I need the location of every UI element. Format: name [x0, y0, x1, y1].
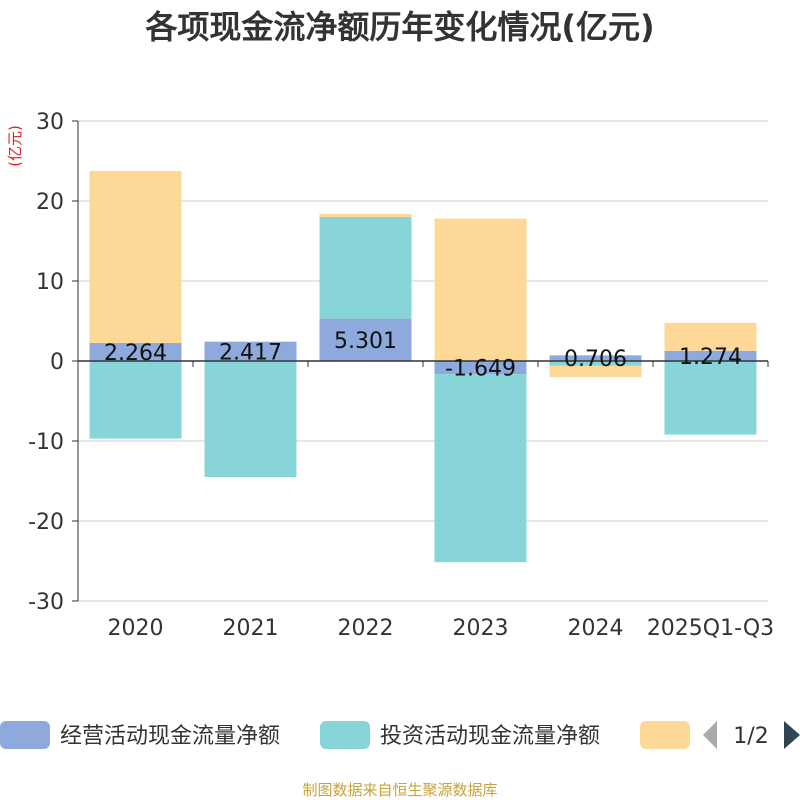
bar-series0-3[interactable] [434, 361, 527, 375]
legend-next-page-icon[interactable] [784, 721, 800, 749]
data-label: 1.274 [679, 345, 742, 370]
legend-label-1[interactable]: 投资活动现金流量净额 [380, 724, 600, 749]
data-label: 0.706 [564, 347, 627, 372]
y-tick-label: 10 [36, 270, 64, 295]
y-tick-label: -30 [28, 590, 64, 615]
data-label: 2.264 [104, 341, 167, 366]
bar-series2-4[interactable] [549, 365, 642, 377]
bar-series1-0[interactable] [89, 361, 182, 439]
bar-series2-5[interactable] [664, 322, 757, 351]
y-tick-labels: -30 -20 -10 0 10 20 30 [28, 110, 64, 615]
bar-series1-2[interactable] [319, 216, 412, 319]
bar-series1-4[interactable] [549, 361, 642, 366]
data-labels: 2.264 2.417 5.301 -1.649 0.706 1.274 [104, 329, 742, 382]
x-tick-labels: 2020 2021 2022 2023 2024 2025Q1-Q3 [108, 616, 775, 641]
y-tick-label: -20 [28, 510, 64, 535]
legend-swatch-0[interactable] [0, 721, 50, 749]
x-tick-label: 2021 [223, 616, 279, 641]
chart-title: 各项现金流净额历年变化情况(亿元) [145, 8, 654, 46]
data-label: 5.301 [334, 329, 397, 354]
legend-swatch-1[interactable] [320, 721, 370, 749]
bar-series1-3[interactable] [434, 374, 527, 563]
legend-pager: 1/2 [703, 721, 800, 749]
x-tick-label: 2022 [338, 616, 394, 641]
y-tick-label: 30 [36, 110, 64, 135]
bar-series1-5[interactable] [664, 361, 757, 435]
legend: 经营活动现金流量净额 投资活动现金流量净额 [0, 721, 690, 749]
data-label: 2.417 [219, 340, 282, 365]
legend-page-indicator: 1/2 [733, 724, 768, 749]
x-tick-label: 2024 [568, 616, 624, 641]
axes [72, 120, 769, 602]
legend-label-0[interactable]: 经营活动现金流量净额 [60, 724, 280, 749]
legend-swatch-2[interactable] [640, 721, 690, 749]
y-tick-label: -10 [28, 430, 64, 455]
bar-series0-0[interactable] [89, 342, 182, 361]
x-tick-label: 2025Q1-Q3 [647, 616, 774, 641]
bar-series0-1[interactable] [204, 341, 297, 361]
y-axis-label: (亿元) [6, 125, 24, 167]
source-note: 制图数据来自恒生聚源数据库 [302, 781, 497, 799]
bar-series0-4[interactable] [549, 355, 642, 361]
bar-series2-2[interactable] [319, 213, 412, 217]
x-tick-label: 2023 [453, 616, 509, 641]
data-label: -1.649 [445, 357, 516, 382]
y-tick-label: 20 [36, 190, 64, 215]
bar-series1-1[interactable] [204, 361, 297, 477]
x-tick-label: 2020 [108, 616, 164, 641]
legend-prev-page-icon[interactable] [703, 721, 717, 749]
bar-series0-2[interactable] [319, 318, 412, 361]
bars-group [89, 170, 757, 563]
bar-series2-3[interactable] [434, 218, 527, 361]
bar-series0-5[interactable] [664, 350, 757, 361]
y-tick-label: 0 [50, 350, 64, 375]
bar-series2-0[interactable] [89, 170, 182, 343]
